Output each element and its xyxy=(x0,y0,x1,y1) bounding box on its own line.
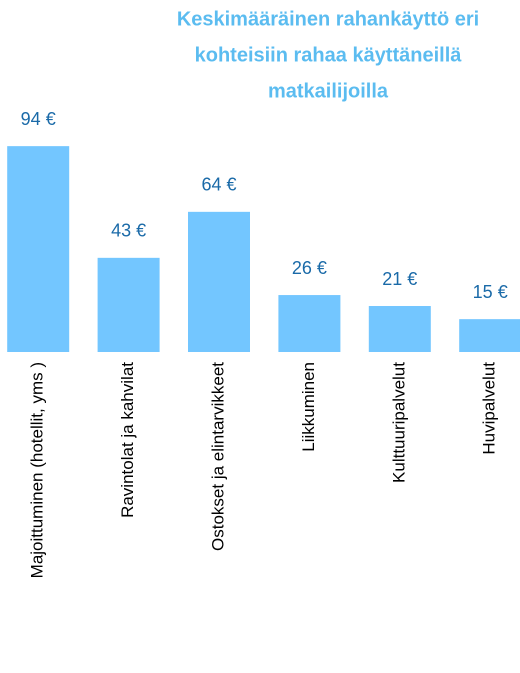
x-tick-label: Majoittuminen (hotellit, yms ) xyxy=(28,362,47,578)
bar xyxy=(459,319,520,352)
value-label: 64 € xyxy=(201,175,236,195)
value-label: 26 € xyxy=(292,258,327,278)
x-tick-label: Kulttuuripalvelut xyxy=(389,362,408,483)
value-label: 94 € xyxy=(21,109,56,129)
x-tick-label: Ravintolat ja kahvilat xyxy=(118,362,137,518)
chart-title: kohteisiin rahaa käyttäneillä xyxy=(195,44,463,66)
bar xyxy=(368,306,431,352)
value-label: 15 € xyxy=(473,282,508,302)
x-tick-label: Ostokset ja elintarvikkeet xyxy=(208,362,227,551)
x-tick-label: Liikkuminen xyxy=(299,362,318,452)
bar xyxy=(188,211,250,352)
value-label: 43 € xyxy=(111,221,146,241)
chart-title: matkailijoilla xyxy=(268,80,389,102)
x-tick-label: Huvipalvelut xyxy=(480,362,499,455)
value-label: 21 € xyxy=(382,269,417,289)
bar xyxy=(97,257,160,352)
chart-title: Keskimääräinen rahankäyttö eri xyxy=(177,8,479,30)
bar xyxy=(278,295,341,352)
bar xyxy=(7,146,70,352)
